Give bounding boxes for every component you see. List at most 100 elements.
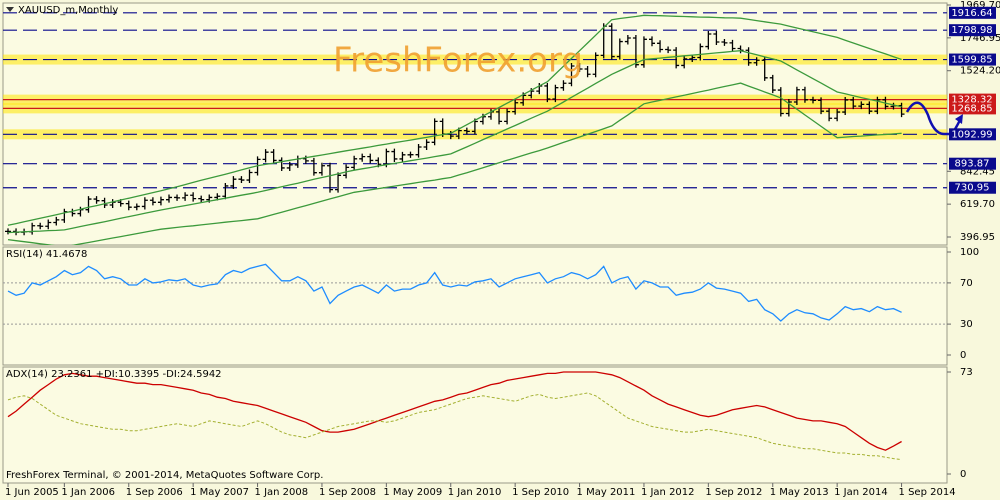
x-tick-label: 1 Sep 2008 (319, 487, 376, 498)
x-tick-label: 1 May 2011 (577, 487, 636, 498)
price-bar (608, 23, 615, 60)
price-bar (230, 176, 237, 189)
level-label-box (949, 53, 996, 66)
price-bar (713, 31, 720, 45)
price-bar (584, 65, 591, 78)
y-tick-label: 70 (960, 278, 973, 289)
level-label-box (949, 6, 996, 19)
pane-plot (7, 371, 902, 461)
y-tick-label: 842.45 (960, 166, 995, 177)
y-tick-label: 1524.20 (960, 66, 1000, 77)
price-bar (5, 228, 11, 235)
price-bar (359, 153, 366, 162)
rsi-title: RSI(14) 41.4678 (6, 249, 87, 260)
adx-pane (2, 366, 948, 484)
price-bar (504, 108, 511, 125)
x-tick-label: 1 May 2013 (770, 487, 829, 498)
price-bar (544, 82, 551, 103)
pane-plot (3, 12, 947, 245)
x-tick-label: 1 May 2009 (383, 487, 442, 498)
level-label: 730.95 (955, 183, 990, 194)
price-bar (367, 153, 374, 164)
plot-layer (3, 12, 947, 461)
price-bar (335, 172, 342, 193)
y-tick-label: 100 (960, 247, 979, 258)
price-bar (286, 161, 293, 171)
price-bar (576, 63, 583, 72)
x-tick-label: 1 Sep 2012 (705, 487, 762, 498)
y-tick-label: 30 (960, 319, 973, 330)
price-bar (866, 101, 873, 115)
y-tick-label: 396.95 (960, 232, 995, 243)
price-bar (310, 157, 317, 176)
price-bar (463, 127, 470, 135)
price-bar (552, 84, 559, 103)
y-tick-label: 0 (960, 350, 966, 361)
price-bar (407, 151, 414, 158)
series-line (7, 263, 902, 322)
price-bar (745, 47, 752, 66)
level-label-box (949, 181, 996, 194)
level-label: 1268.85 (951, 103, 992, 114)
price-bar (874, 96, 881, 115)
price-bar (657, 40, 664, 53)
price-bar (423, 139, 430, 151)
price-bar (327, 162, 333, 193)
series-line (7, 371, 902, 451)
price-bar (616, 38, 623, 60)
price-bar (697, 43, 704, 61)
level-label: 1798.98 (951, 25, 992, 36)
price-bar (729, 39, 736, 52)
chart-title: XAUUSD_m,Monthly (18, 5, 118, 16)
rsi-pane (2, 246, 948, 366)
price-bar (705, 31, 712, 50)
price-bar (673, 47, 680, 69)
price-bar (568, 63, 575, 87)
price-bar (85, 196, 92, 213)
x-tick-label: 1 Sep 2014 (899, 487, 956, 498)
price-bar (246, 169, 253, 184)
price-bar (496, 108, 503, 125)
price-bar (785, 99, 792, 117)
watermark: FreshForex.org (333, 41, 583, 81)
price-bar (632, 34, 639, 68)
x-tick-label: 1 Sep 2010 (512, 487, 569, 498)
level-label-box (949, 24, 996, 37)
y-tick-label: 73 (960, 367, 973, 378)
price-bar (415, 144, 422, 158)
price-bar (351, 155, 358, 171)
price-bar (149, 197, 156, 206)
price-bar (761, 57, 768, 81)
price-bar (53, 216, 60, 226)
price-bar (624, 34, 631, 45)
price-bar (681, 55, 688, 69)
series-line (7, 392, 902, 461)
x-tick-label: 1 Jan 2008 (255, 487, 309, 498)
price-bar (818, 97, 825, 115)
price-bar (262, 149, 269, 163)
level-label-box (949, 102, 996, 115)
price-bar (391, 148, 398, 162)
price-bar (37, 222, 44, 230)
y-tick-label: 0 (960, 469, 966, 480)
price-bar (166, 194, 172, 203)
adx-title: ADX(14) 23.2361 +DI:10.3395 -DI:24.5942 (6, 369, 222, 380)
footer: FreshForex Terminal, © 2001-2014, MetaQu… (6, 470, 323, 481)
level-label-box (949, 128, 996, 141)
price-bar (512, 99, 519, 115)
level-label: 1328.32 (951, 95, 992, 106)
price-bar (399, 151, 406, 162)
price-bar (793, 86, 800, 106)
x-tick-label: 1 Jan 2012 (641, 487, 695, 498)
level-label: 1599.85 (951, 55, 992, 66)
price-bar (826, 108, 833, 122)
price-bar (640, 36, 647, 68)
price-bar (834, 109, 841, 122)
price-bar (157, 196, 164, 206)
level-label: 1916.64 (951, 8, 992, 19)
price-bar (238, 176, 245, 184)
series-line (7, 14, 902, 226)
price-bar (471, 118, 478, 135)
price-bar (182, 192, 189, 201)
